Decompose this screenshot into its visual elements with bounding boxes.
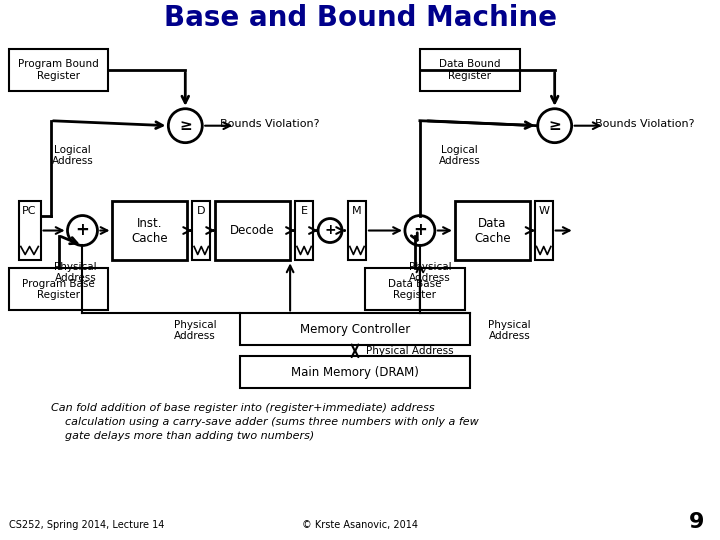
Text: M: M xyxy=(352,206,362,215)
Bar xyxy=(365,268,465,310)
Bar xyxy=(535,200,553,260)
Text: PC: PC xyxy=(22,206,37,215)
Text: Physical
Address: Physical Address xyxy=(54,262,96,284)
Text: Data Bound
Register: Data Bound Register xyxy=(439,59,500,80)
Text: CS252, Spring 2014, Lecture 14: CS252, Spring 2014, Lecture 14 xyxy=(9,520,164,530)
Circle shape xyxy=(168,109,202,143)
Text: +: + xyxy=(76,220,89,239)
Text: Logical
Address: Logical Address xyxy=(439,145,481,166)
Circle shape xyxy=(68,215,97,246)
Text: © Krste Asanovic, 2014: © Krste Asanovic, 2014 xyxy=(302,520,418,530)
Text: Can fold addition of base register into (register+immediate) address: Can fold addition of base register into … xyxy=(50,403,434,413)
Text: 9: 9 xyxy=(689,512,704,532)
Text: gate delays more than adding two numbers): gate delays more than adding two numbers… xyxy=(50,431,314,441)
Text: Physical
Address: Physical Address xyxy=(488,320,531,341)
Text: D: D xyxy=(197,206,205,215)
Circle shape xyxy=(405,215,435,246)
Bar xyxy=(295,200,313,260)
Bar xyxy=(215,200,290,260)
Text: Memory Controller: Memory Controller xyxy=(300,323,410,336)
Text: E: E xyxy=(300,206,307,215)
Bar xyxy=(9,268,109,310)
Text: Data
Cache: Data Cache xyxy=(474,217,510,245)
Text: Main Memory (DRAM): Main Memory (DRAM) xyxy=(291,366,419,379)
Text: +: + xyxy=(413,220,427,239)
Text: Program Bound
Register: Program Bound Register xyxy=(18,59,99,80)
Bar xyxy=(348,200,366,260)
Text: Decode: Decode xyxy=(230,224,275,237)
Text: Physical Address: Physical Address xyxy=(366,346,454,356)
Bar xyxy=(455,200,530,260)
Text: ≥: ≥ xyxy=(179,118,192,133)
Bar xyxy=(19,200,40,260)
Text: Logical
Address: Logical Address xyxy=(52,145,94,166)
Text: Physical
Address: Physical Address xyxy=(174,320,217,341)
Text: Data Base
Register: Data Base Register xyxy=(388,279,441,300)
Circle shape xyxy=(318,219,342,242)
Text: ≥: ≥ xyxy=(549,118,561,133)
Bar xyxy=(112,200,187,260)
Circle shape xyxy=(538,109,572,143)
Bar xyxy=(420,49,520,91)
Text: +: + xyxy=(324,222,336,237)
Text: Base and Bound Machine: Base and Bound Machine xyxy=(163,4,557,32)
Bar xyxy=(240,313,470,345)
Bar xyxy=(240,356,470,388)
Text: Inst.
Cache: Inst. Cache xyxy=(132,217,168,245)
Text: Program Base
Register: Program Base Register xyxy=(22,279,95,300)
Text: Bounds Violation?: Bounds Violation? xyxy=(220,119,320,129)
Text: Bounds Violation?: Bounds Violation? xyxy=(595,119,694,129)
Bar xyxy=(192,200,210,260)
Text: Physical
Address: Physical Address xyxy=(408,262,451,284)
Text: W: W xyxy=(538,206,549,215)
Bar xyxy=(9,49,109,91)
Text: calculation using a carry-save adder (sums three numbers with only a few: calculation using a carry-save adder (su… xyxy=(50,417,478,427)
